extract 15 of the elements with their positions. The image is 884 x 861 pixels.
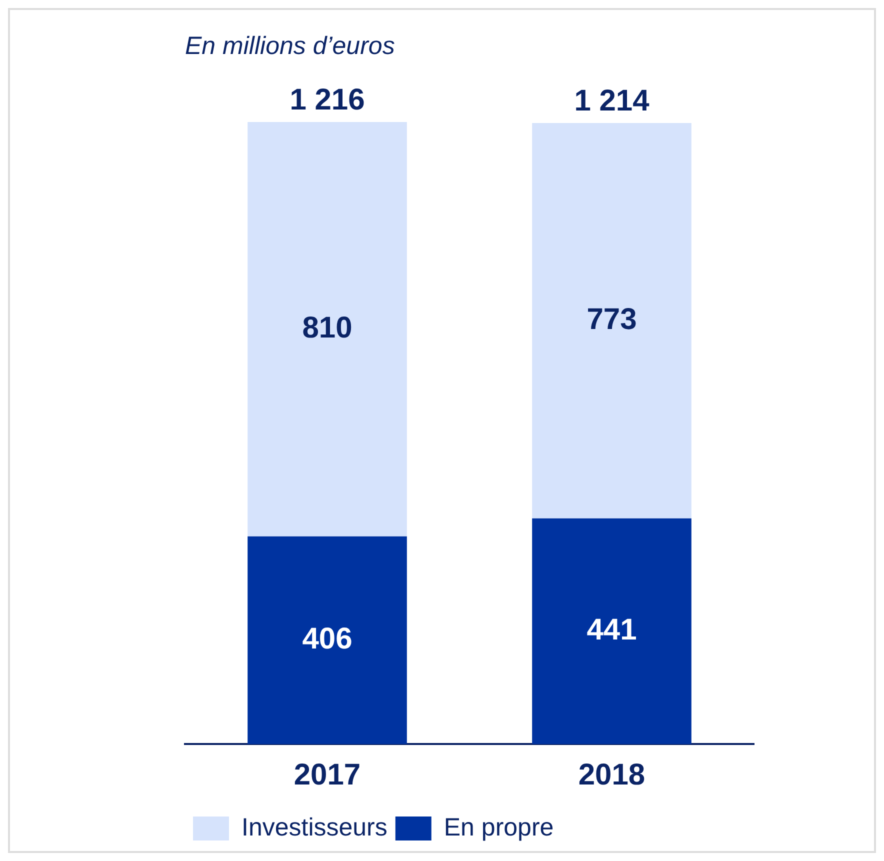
data-label: 441 (586, 613, 637, 646)
data-label: 406 (302, 622, 352, 656)
chart-title: En millions d’euros (185, 32, 395, 60)
total-label: 1 216 (290, 83, 365, 116)
data-label: 773 (586, 302, 637, 336)
total-label: 1 214 (574, 84, 650, 118)
x-tick-label: 2018 (578, 758, 646, 792)
legend-label: Investisseurs (242, 813, 388, 842)
legend-label: En propre (444, 813, 554, 842)
bar (248, 122, 407, 536)
bar (248, 536, 407, 744)
bar (532, 518, 692, 744)
x-tick-label: 2017 (294, 758, 361, 792)
data-label: 810 (302, 311, 352, 344)
bar (532, 123, 692, 518)
